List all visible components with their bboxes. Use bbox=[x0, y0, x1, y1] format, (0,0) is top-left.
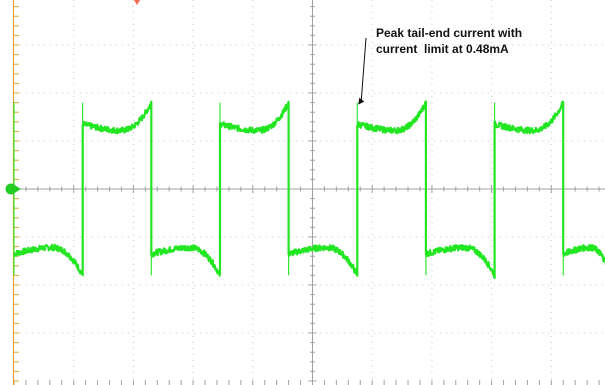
annotation-arrow-head bbox=[358, 97, 365, 105]
ground-level-pointer bbox=[14, 185, 21, 193]
annotation-text-line-1: Peak tail-end current with bbox=[376, 26, 523, 40]
annotation-arrow-line bbox=[360, 37, 367, 101]
trace-line bbox=[13, 100, 605, 279]
annotation-text-line-2: current limit at 0.48mA bbox=[376, 42, 509, 56]
markers bbox=[5, 0, 140, 195]
center-axes bbox=[12, 0, 605, 385]
ground-level-marker bbox=[5, 183, 17, 195]
annotation-arrow bbox=[358, 37, 367, 105]
waveform-trace bbox=[13, 100, 605, 279]
graticule bbox=[14, 0, 605, 385]
trigger-position-marker bbox=[134, 0, 140, 5]
